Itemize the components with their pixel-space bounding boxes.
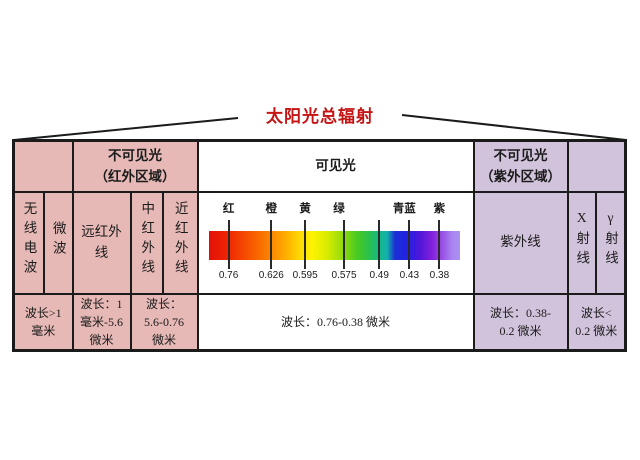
- band-ultraviolet-label: 紫外线: [500, 234, 541, 250]
- wavelength-xray-gamma: 波长< 0.2 微米: [566, 292, 627, 351]
- spectrum-tick: [343, 219, 346, 269]
- spectrum-boundary-value: 0.49: [369, 269, 389, 281]
- header-row: 不可见光 （红外区域） 可见光 不可见光 （紫外区域）: [12, 139, 627, 193]
- spectrum-color-label: 橙: [265, 202, 278, 215]
- spectrum-color-label: 青蓝: [392, 202, 416, 215]
- spectrum-color-label: 紫: [433, 202, 446, 215]
- visible-spectrum-wrap: 0.76 0.626 0.595 0.575 0.49 0.43 0.38 红 橙 黄 绿 青蓝 紫: [199, 194, 473, 292]
- band-near-infrared: 近红外线: [161, 190, 199, 295]
- band-radio-waves-label: 无线电波: [21, 201, 37, 279]
- wavelength-radio-microwave: 波长>1 毫米: [12, 292, 74, 351]
- band-mid-infrared: 中红外线: [129, 190, 164, 295]
- spectrum-tick: [227, 219, 230, 269]
- spectrum-color-label: 红: [222, 202, 235, 215]
- wavelength-visible: 波长：0.76-0.38 微米: [196, 292, 475, 351]
- bands-row: 无线电波 微波 远红外线 中红外线 近红外线 0.76 0.626 0.595 0.5…: [12, 190, 627, 295]
- spectrum-tick: [408, 219, 411, 269]
- spectrum-boundary-value: 0.575: [331, 269, 357, 281]
- spectrum-boundary-value: 0.43: [399, 269, 420, 281]
- band-mid-infrared-label: 中红外线: [139, 201, 155, 279]
- band-microwave: 微波: [42, 190, 74, 295]
- spectrum-color-label: 绿: [333, 202, 345, 215]
- header-spacer-right: [566, 139, 627, 193]
- band-radio-waves: 无线电波: [12, 190, 45, 295]
- band-far-infrared-label: 远红外线: [81, 224, 122, 260]
- band-far-infrared: 远红外线: [71, 190, 132, 295]
- header-spacer-left: [12, 139, 74, 193]
- spectrum-tick: [270, 219, 273, 269]
- header-invisible-infrared: 不可见光 （红外区域）: [71, 139, 199, 193]
- spectrum-tick: [304, 219, 307, 269]
- spectrum-boundary-value: 0.38: [429, 269, 450, 281]
- wavelength-far-infrared: 波长：1 毫米-5.6 微米: [71, 292, 132, 351]
- visible-spectrum-cell: 0.76 0.626 0.595 0.575 0.49 0.43 0.38 红 橙 黄 绿 青蓝 紫: [196, 190, 475, 295]
- band-microwave-label: 微波: [50, 220, 66, 260]
- wavelength-ultraviolet: 波长：0.38- 0.2 微米: [472, 292, 569, 351]
- spectrum-tick: [378, 219, 381, 269]
- spectrum-color-bar: [208, 230, 460, 260]
- spectrum-boundary-value: 0.626: [258, 269, 284, 281]
- diagram-title: 太阳光总辐射: [266, 107, 374, 126]
- band-ultraviolet: 紫外线: [472, 190, 569, 295]
- band-near-infrared-label: 近红外线: [172, 201, 188, 279]
- header-invisible-ultraviolet: 不可见光 （紫外区域）: [472, 139, 569, 193]
- header-visible-light: 可见光: [196, 139, 475, 193]
- spectrum-table: 不可见光 （红外区域） 可见光 不可见光 （紫外区域） 无线电波 微波 远红外线…: [12, 139, 627, 352]
- band-xray-label: X射线: [574, 210, 590, 270]
- spectrum-tick: [438, 219, 441, 269]
- spectrum-boundary-value: 0.76: [218, 269, 239, 281]
- band-gamma: γ射线: [594, 190, 627, 295]
- visible-spectrum: 0.76 0.626 0.595 0.575 0.49 0.43 0.38 红 橙 黄 绿 青蓝 紫: [208, 194, 460, 292]
- wavelengths-row: 波长>1 毫米 波长：1 毫米-5.6 微米 波长： 5.6-0.76 微米 波…: [12, 292, 627, 351]
- spectrum-color-label: 黄: [299, 202, 311, 215]
- spectrum-boundary-value: 0.595: [292, 269, 318, 281]
- wavelength-mid-near-infrared: 波长： 5.6-0.76 微米: [129, 292, 199, 351]
- band-gamma-label: γ射线: [603, 210, 618, 270]
- band-xray: X射线: [566, 190, 597, 295]
